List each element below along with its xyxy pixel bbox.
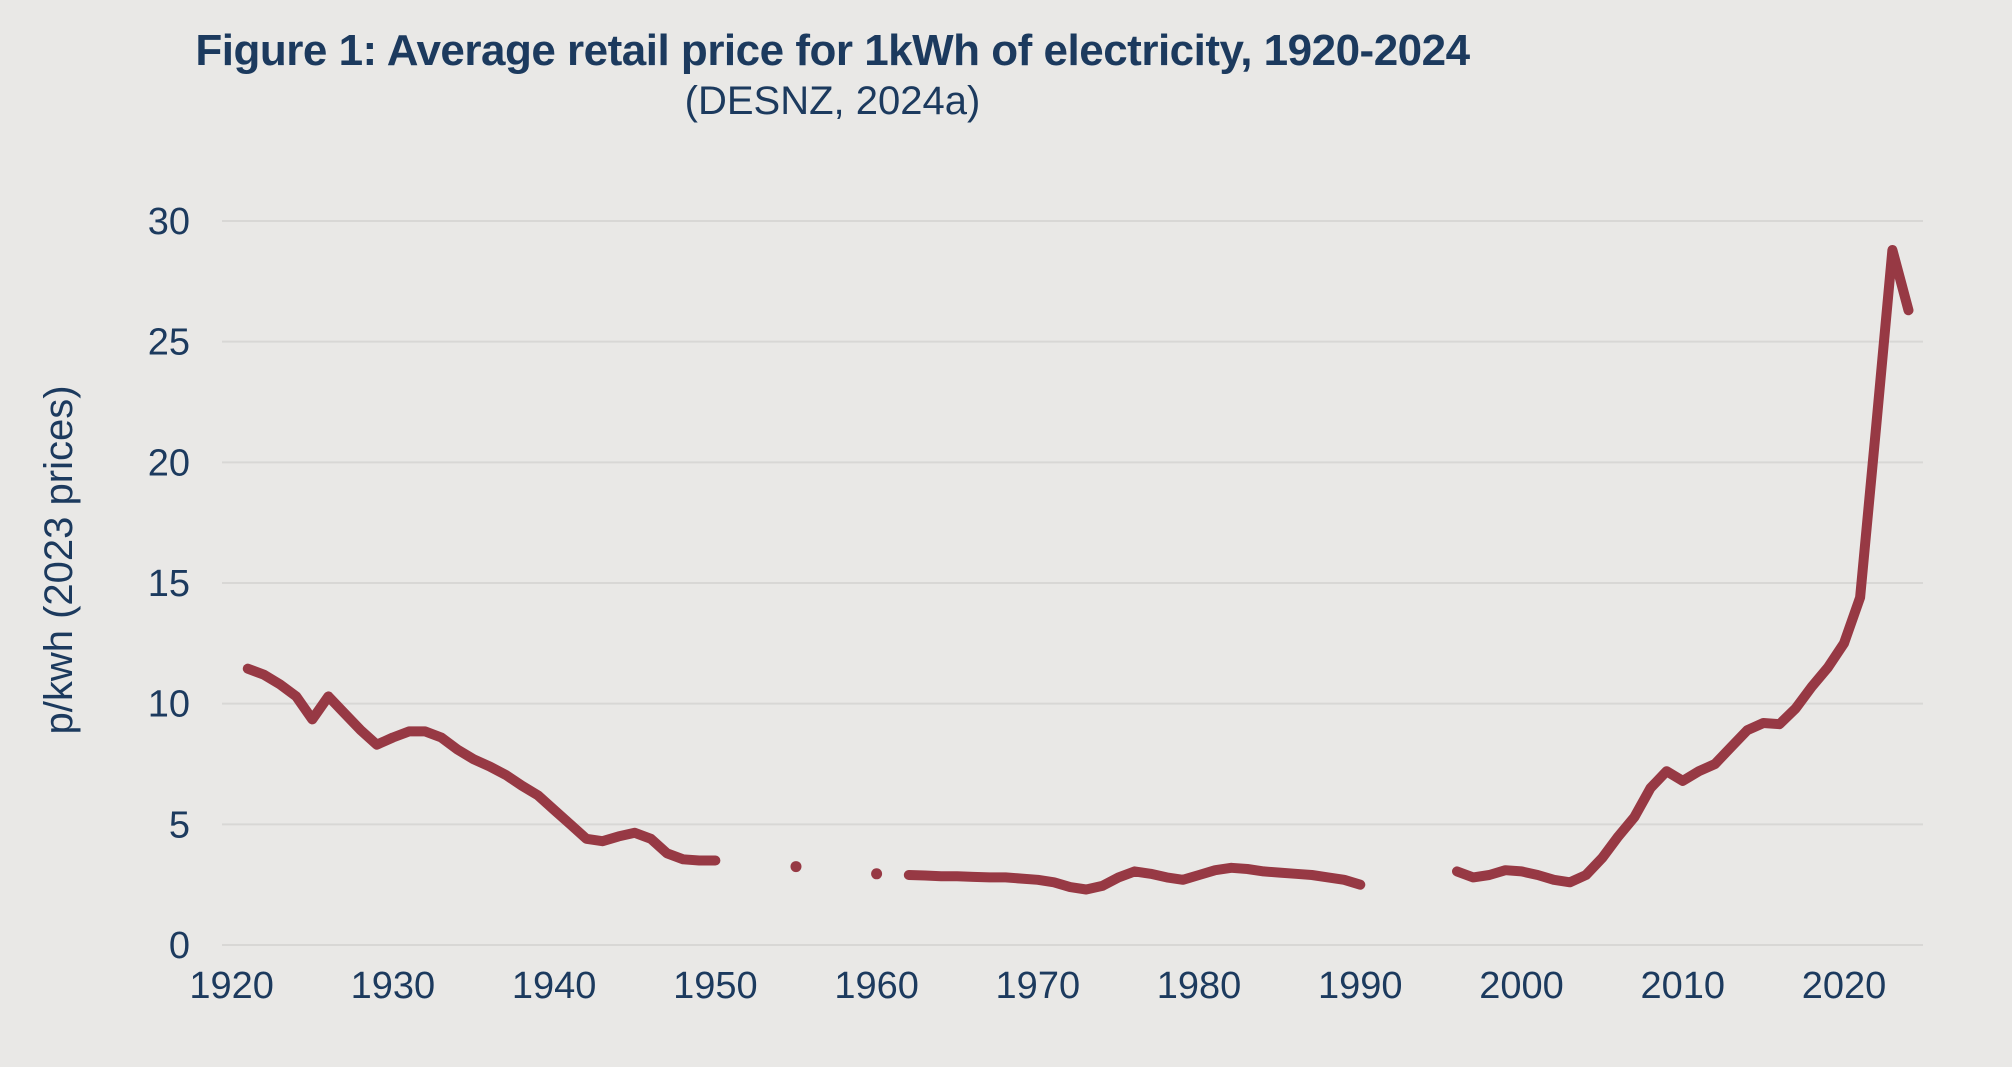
x-tick-label: 1970	[996, 965, 1081, 1007]
x-tick-label: 1940	[512, 965, 597, 1007]
y-tick-label: 15	[148, 563, 190, 605]
x-tick-label: 1990	[1318, 965, 1403, 1007]
x-tick-label: 1980	[1157, 965, 1242, 1007]
price-line-segment	[903, 862, 1366, 895]
price-point	[871, 868, 883, 880]
y-tick-label: 25	[148, 322, 190, 364]
y-axis-title: p/kwh (2023 prices)	[37, 385, 81, 734]
y-tick-label: 10	[148, 684, 190, 726]
price-point	[790, 861, 802, 873]
x-tick-label: 2000	[1479, 965, 1564, 1007]
y-tick-label: 0	[169, 925, 190, 967]
figure-title: Figure 1: Average retail price for 1kWh …	[195, 26, 1470, 75]
x-tick-label: 2020	[1802, 965, 1887, 1007]
y-tick-label: 5	[169, 804, 190, 846]
price-line-segment	[242, 663, 721, 866]
y-tick-label: 30	[148, 201, 190, 243]
x-tick-label: 1930	[351, 965, 436, 1007]
x-tick-label: 2010	[1640, 965, 1725, 1007]
price-line-segment	[1452, 245, 1914, 888]
y-tick-label: 20	[148, 442, 190, 484]
x-tick-label: 1950	[673, 965, 758, 1007]
x-tick-label: 1920	[189, 965, 274, 1007]
title-block: Figure 1: Average retail price for 1kWh …	[0, 26, 1665, 124]
x-tick-label: 1960	[834, 965, 919, 1007]
figure-subtitle: (DESNZ, 2024a)	[684, 78, 981, 123]
